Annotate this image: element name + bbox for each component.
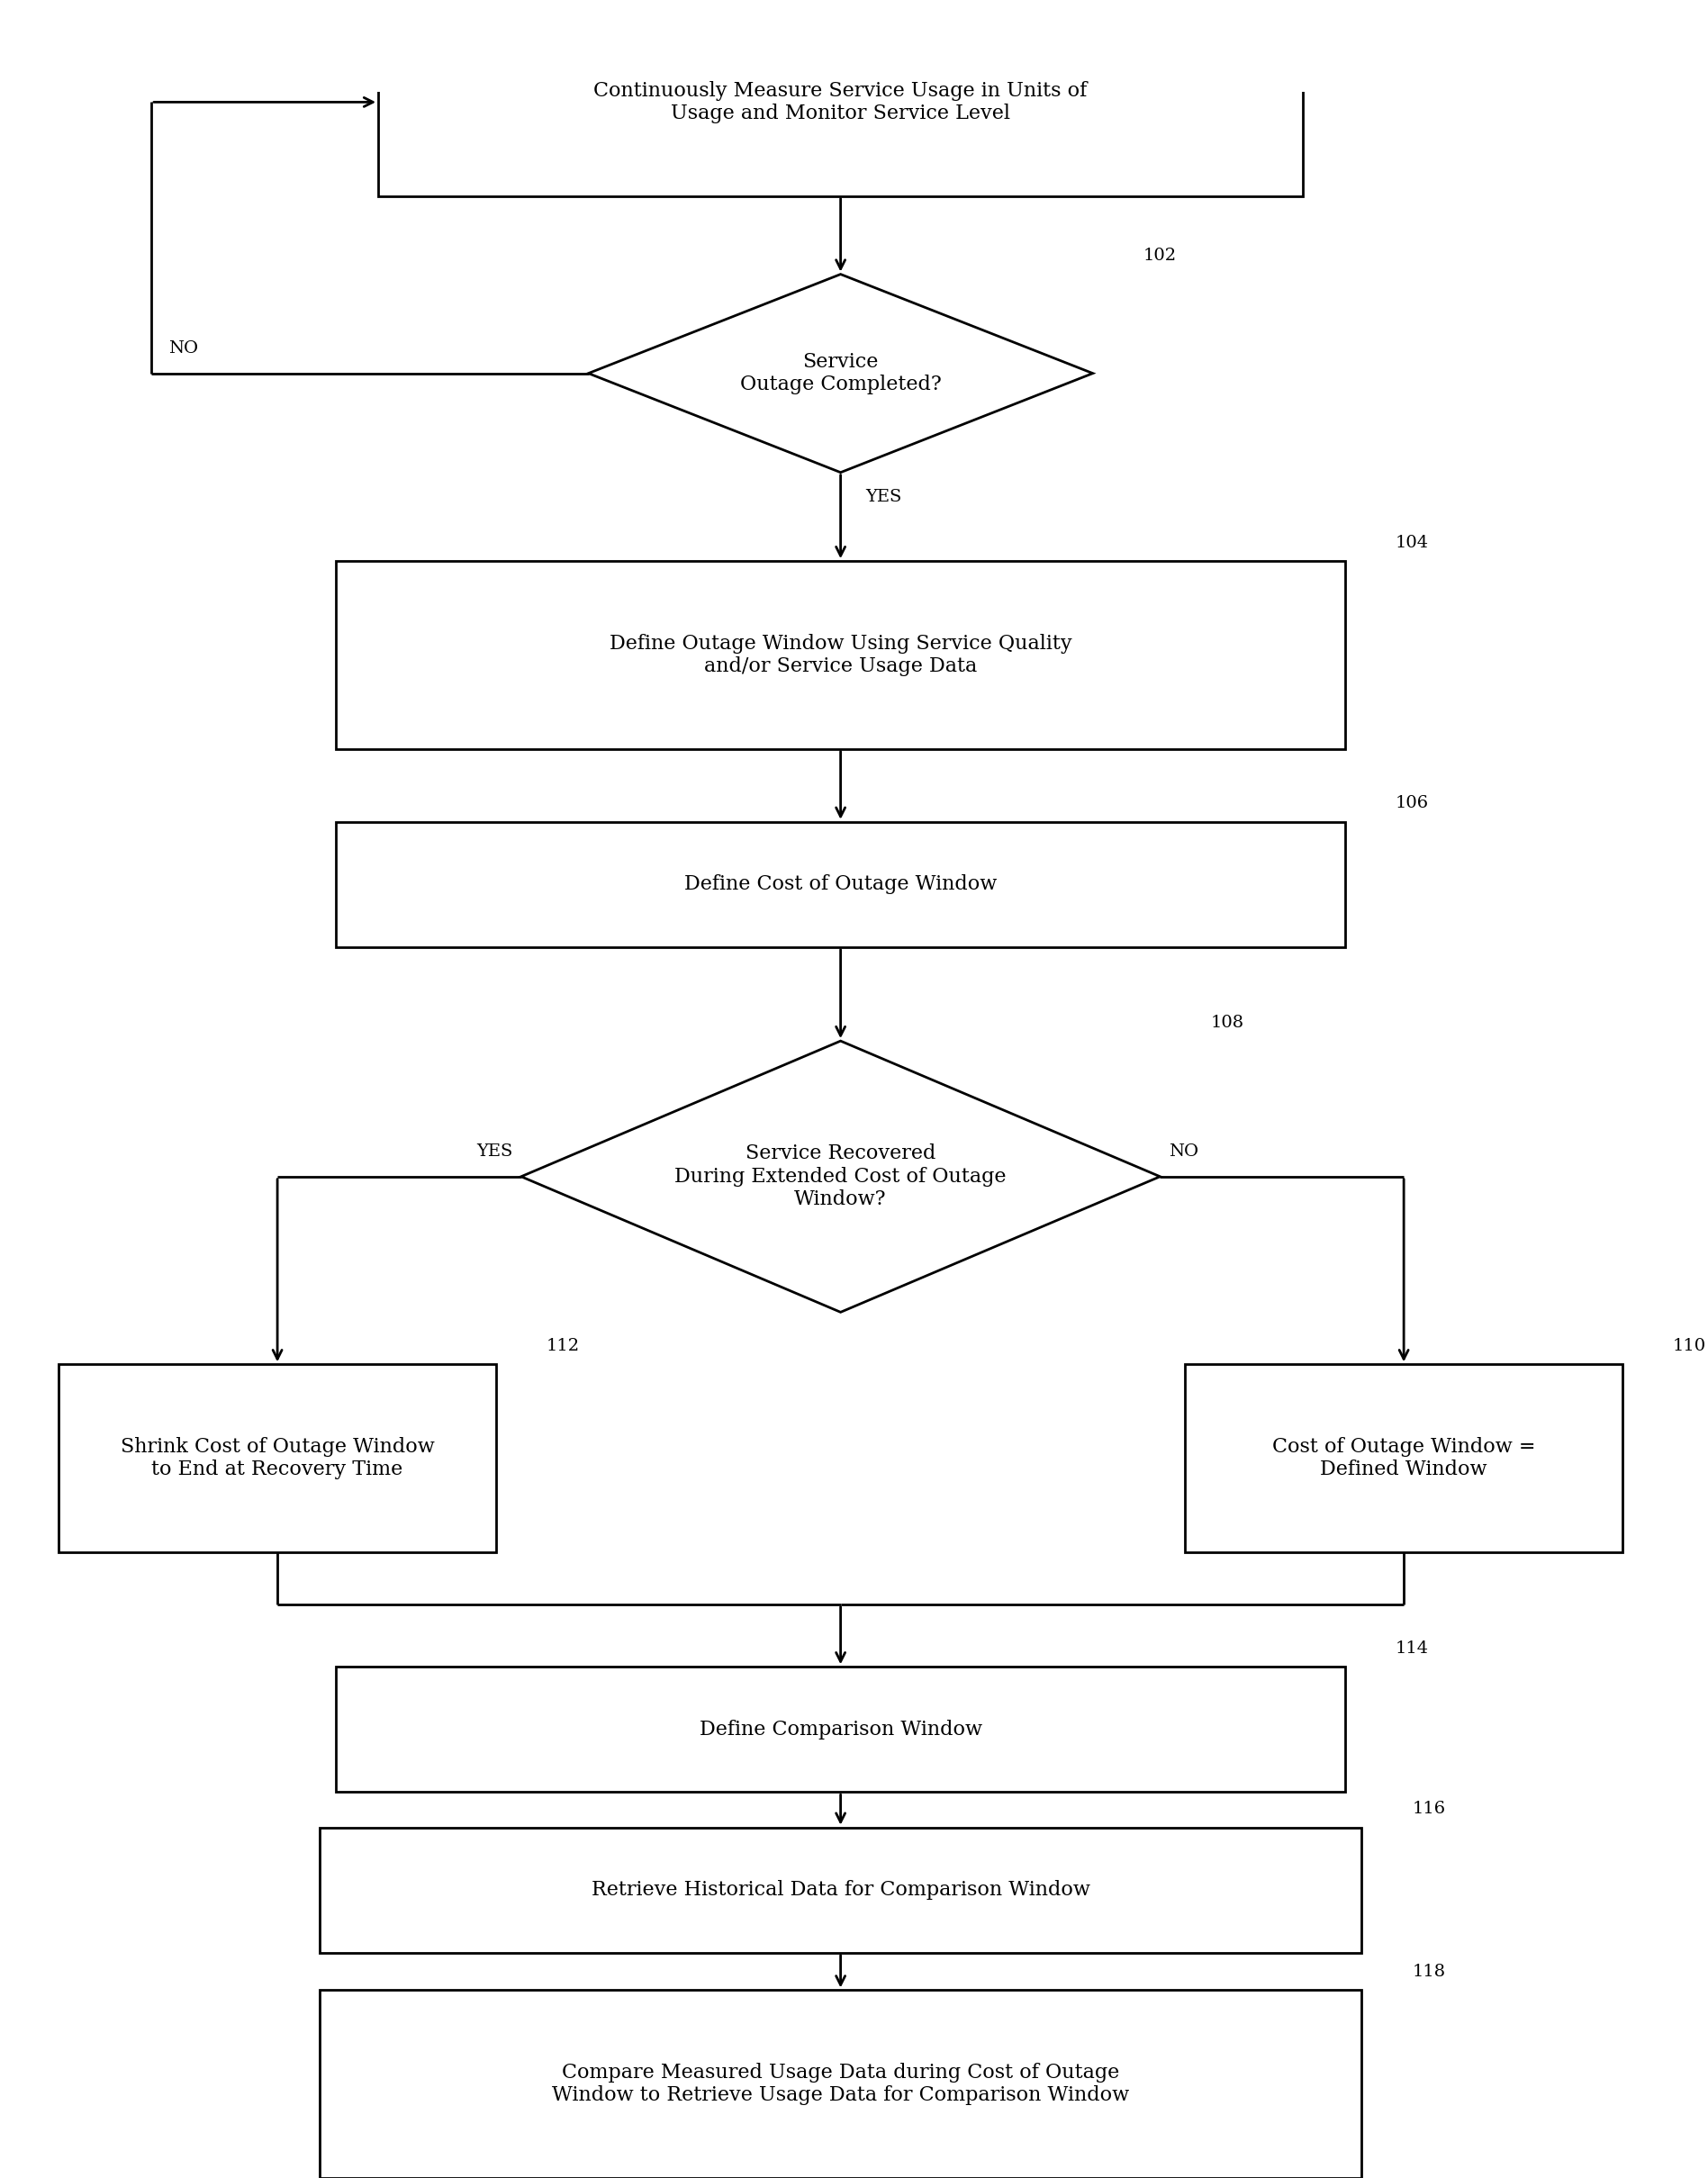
Text: YES: YES [477, 1143, 512, 1161]
Text: 106: 106 [1395, 795, 1430, 812]
Text: 118: 118 [1413, 1965, 1445, 1980]
Text: 110: 110 [1672, 1337, 1706, 1355]
FancyBboxPatch shape [319, 1991, 1361, 2178]
Text: Compare Measured Usage Data during Cost of Outage
Window to Retrieve Usage Data : Compare Measured Usage Data during Cost … [552, 2063, 1129, 2106]
Text: 104: 104 [1395, 534, 1430, 551]
FancyBboxPatch shape [58, 1363, 495, 1553]
Text: Define Outage Window Using Service Quality
and/or Service Usage Data: Define Outage Window Using Service Quali… [610, 634, 1073, 677]
Text: Continuously Measure Service Usage in Units of
Usage and Monitor Service Level: Continuously Measure Service Usage in Un… [594, 81, 1088, 124]
Text: Service Recovered
During Extended Cost of Outage
Window?: Service Recovered During Extended Cost o… [675, 1143, 1006, 1209]
Text: 102: 102 [1143, 248, 1177, 264]
FancyBboxPatch shape [336, 821, 1344, 947]
Text: 108: 108 [1211, 1015, 1243, 1030]
Text: NO: NO [1168, 1143, 1199, 1161]
Text: Service
Outage Completed?: Service Outage Completed? [740, 353, 941, 394]
FancyBboxPatch shape [1185, 1363, 1623, 1553]
Text: 112: 112 [547, 1337, 579, 1355]
Text: Shrink Cost of Outage Window
to End at Recovery Time: Shrink Cost of Outage Window to End at R… [120, 1437, 434, 1479]
FancyBboxPatch shape [336, 1666, 1344, 1792]
Text: Define Cost of Outage Window: Define Cost of Outage Window [685, 876, 997, 895]
Text: Define Comparison Window: Define Comparison Window [699, 1721, 982, 1740]
FancyBboxPatch shape [336, 562, 1344, 749]
Text: Cost of Outage Window =
Defined Window: Cost of Outage Window = Defined Window [1272, 1437, 1535, 1479]
Text: 116: 116 [1413, 1801, 1445, 1816]
Polygon shape [521, 1041, 1160, 1311]
Text: Retrieve Historical Data for Comparison Window: Retrieve Historical Data for Comparison … [591, 1880, 1090, 1899]
FancyBboxPatch shape [319, 1827, 1361, 1954]
FancyBboxPatch shape [377, 9, 1303, 196]
Text: NO: NO [167, 340, 198, 357]
Text: YES: YES [866, 490, 902, 505]
Text: 114: 114 [1395, 1640, 1430, 1657]
Polygon shape [589, 274, 1093, 473]
